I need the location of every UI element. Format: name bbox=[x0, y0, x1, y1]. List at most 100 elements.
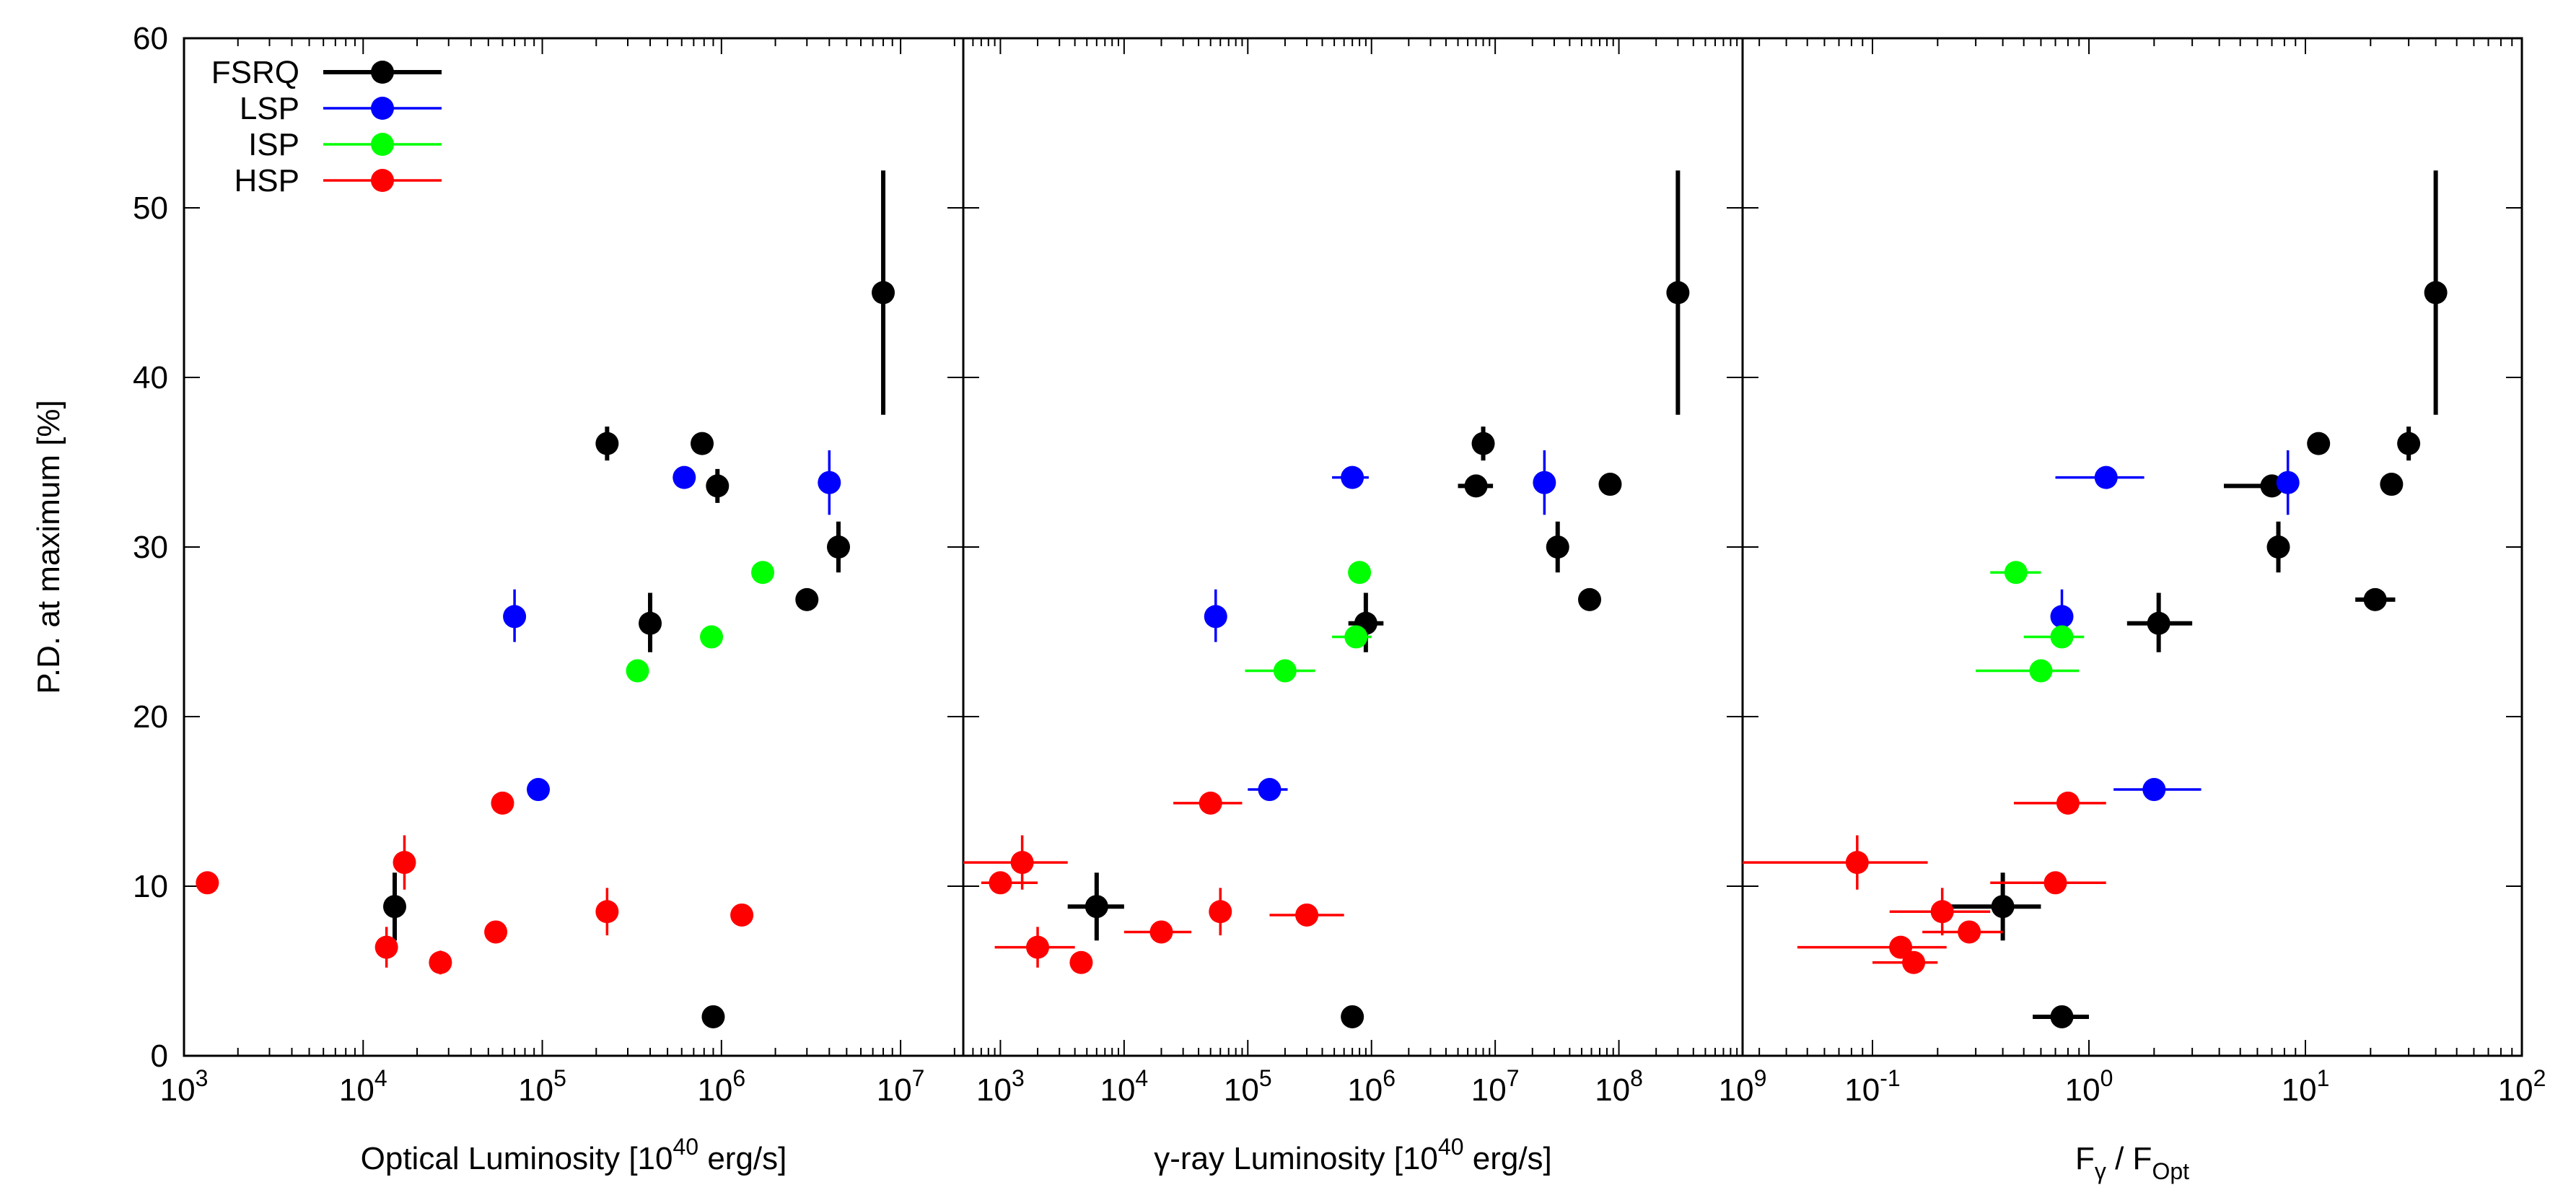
data-point-hsp bbox=[484, 920, 508, 944]
data-marker bbox=[2004, 561, 2028, 585]
x-tick-label: 108 bbox=[1595, 1065, 1643, 1108]
y-ticks bbox=[1743, 38, 2522, 1057]
data-point-isp bbox=[751, 561, 775, 585]
data-marker bbox=[2050, 625, 2074, 649]
legend-label: FSRQ bbox=[211, 55, 299, 90]
data-marker bbox=[626, 659, 649, 683]
data-marker bbox=[2029, 659, 2053, 683]
data-point-fsrq bbox=[1598, 473, 1622, 496]
data-marker bbox=[706, 474, 730, 498]
x-tick-label: 103 bbox=[160, 1065, 209, 1108]
data-point-hsp bbox=[730, 903, 754, 927]
data-point-fsrq bbox=[2355, 587, 2396, 611]
data-point-isp bbox=[2023, 625, 2085, 649]
x-tick-label: 106 bbox=[1347, 1065, 1396, 1108]
legend-item-fsrq: FSRQ bbox=[211, 55, 442, 90]
data-marker bbox=[1026, 935, 1050, 959]
data-marker bbox=[673, 465, 696, 489]
x-tick-label: 100 bbox=[2065, 1065, 2113, 1108]
data-marker bbox=[503, 605, 527, 629]
data-point-isp bbox=[626, 659, 649, 683]
data-point-hsp bbox=[1889, 888, 1991, 936]
data-point-fsrq bbox=[1458, 474, 1494, 498]
data-point-hsp bbox=[1797, 935, 1947, 959]
x-ticks bbox=[183, 38, 955, 1056]
data-marker bbox=[2276, 471, 2300, 494]
data-point-lsp bbox=[1533, 450, 1556, 515]
legend-marker bbox=[371, 133, 394, 156]
data-marker bbox=[691, 432, 714, 455]
data-point-hsp bbox=[1269, 903, 1344, 927]
data-point-lsp bbox=[2113, 778, 2202, 802]
x-tick-labels: 103 104 105 106 107 108 109 bbox=[976, 1065, 1766, 1108]
data-point-lsp bbox=[527, 778, 551, 802]
data-marker bbox=[429, 950, 452, 974]
y-tick-label: 20 bbox=[133, 699, 168, 735]
y-tick-labels: 0 10 20 30 40 50 60 bbox=[133, 21, 168, 1074]
data-marker bbox=[1578, 587, 1602, 611]
x-tick-label: 10-1 bbox=[1844, 1065, 1900, 1108]
data-point-hsp bbox=[1872, 950, 1938, 974]
y-tick-label: 60 bbox=[133, 21, 168, 56]
data-point-fsrq bbox=[827, 521, 851, 573]
y-ticks bbox=[963, 38, 1743, 1057]
data-marker bbox=[1010, 851, 1034, 875]
data-point-fsrq bbox=[2307, 432, 2331, 455]
x-tick-label: 107 bbox=[877, 1065, 925, 1108]
data-point-isp bbox=[1245, 659, 1315, 683]
data-marker bbox=[595, 900, 619, 924]
data-marker bbox=[374, 935, 398, 959]
data-marker bbox=[1295, 903, 1319, 927]
data-point-hsp bbox=[1922, 920, 2003, 944]
data-marker bbox=[1273, 659, 1297, 683]
data-marker bbox=[989, 871, 1012, 895]
data-point-hsp bbox=[595, 888, 619, 936]
data-marker bbox=[1149, 920, 1173, 944]
x-tick-label: 105 bbox=[518, 1065, 566, 1108]
panel-optical: 103 104 105 106 107 Optical Luminosity [1040 … bbox=[160, 37, 965, 1176]
legend-marker bbox=[371, 169, 394, 192]
data-point-hsp bbox=[994, 927, 1075, 968]
y-tick-label: 10 bbox=[133, 869, 168, 904]
panel-gamma: 103 104 105 106 107 108 109 γ-ray Luminosity [1… bbox=[962, 37, 1766, 1176]
data-marker bbox=[1341, 1005, 1364, 1028]
data-marker bbox=[751, 561, 775, 585]
x-tick-label: 103 bbox=[976, 1065, 1025, 1108]
data-point-lsp bbox=[2276, 450, 2300, 515]
data-marker bbox=[2307, 432, 2331, 455]
data-point-isp bbox=[700, 625, 724, 649]
data-marker bbox=[1085, 895, 1108, 919]
data-marker bbox=[827, 535, 851, 559]
data-point-lsp bbox=[673, 465, 696, 489]
x-tick-label: 107 bbox=[1471, 1065, 1520, 1108]
data-marker bbox=[872, 281, 895, 305]
data-marker bbox=[1471, 432, 1495, 455]
data-marker bbox=[2424, 281, 2448, 305]
data-point-fsrq bbox=[639, 592, 662, 652]
data-marker bbox=[1204, 605, 1227, 629]
data-marker bbox=[2043, 871, 2067, 895]
data-point-fsrq bbox=[1546, 521, 1569, 573]
data-marker bbox=[196, 871, 219, 895]
data-marker bbox=[701, 1005, 725, 1028]
x-tick-label: 102 bbox=[2498, 1065, 2546, 1108]
data-marker bbox=[595, 432, 619, 455]
data-marker bbox=[2142, 778, 2166, 802]
data-marker bbox=[1344, 625, 1368, 649]
y-tick-label: 50 bbox=[133, 191, 168, 226]
y-tick-label: 30 bbox=[133, 530, 168, 565]
data-point-hsp bbox=[429, 950, 452, 975]
data-point-hsp bbox=[1173, 791, 1243, 815]
data-point-fsrq bbox=[795, 587, 819, 611]
x-tick-label: 109 bbox=[1719, 1065, 1767, 1108]
x-tick-labels: 10-1 100 101 102 bbox=[1844, 1065, 2546, 1108]
data-point-hsp bbox=[196, 871, 219, 895]
data-point-lsp bbox=[1332, 465, 1369, 489]
data-point-fsrq bbox=[691, 432, 714, 455]
data-point-lsp bbox=[1204, 589, 1227, 642]
data-marker bbox=[393, 851, 416, 875]
data-point-hsp bbox=[374, 927, 398, 968]
data-marker bbox=[1958, 920, 1981, 944]
data-point-hsp bbox=[963, 835, 1068, 890]
